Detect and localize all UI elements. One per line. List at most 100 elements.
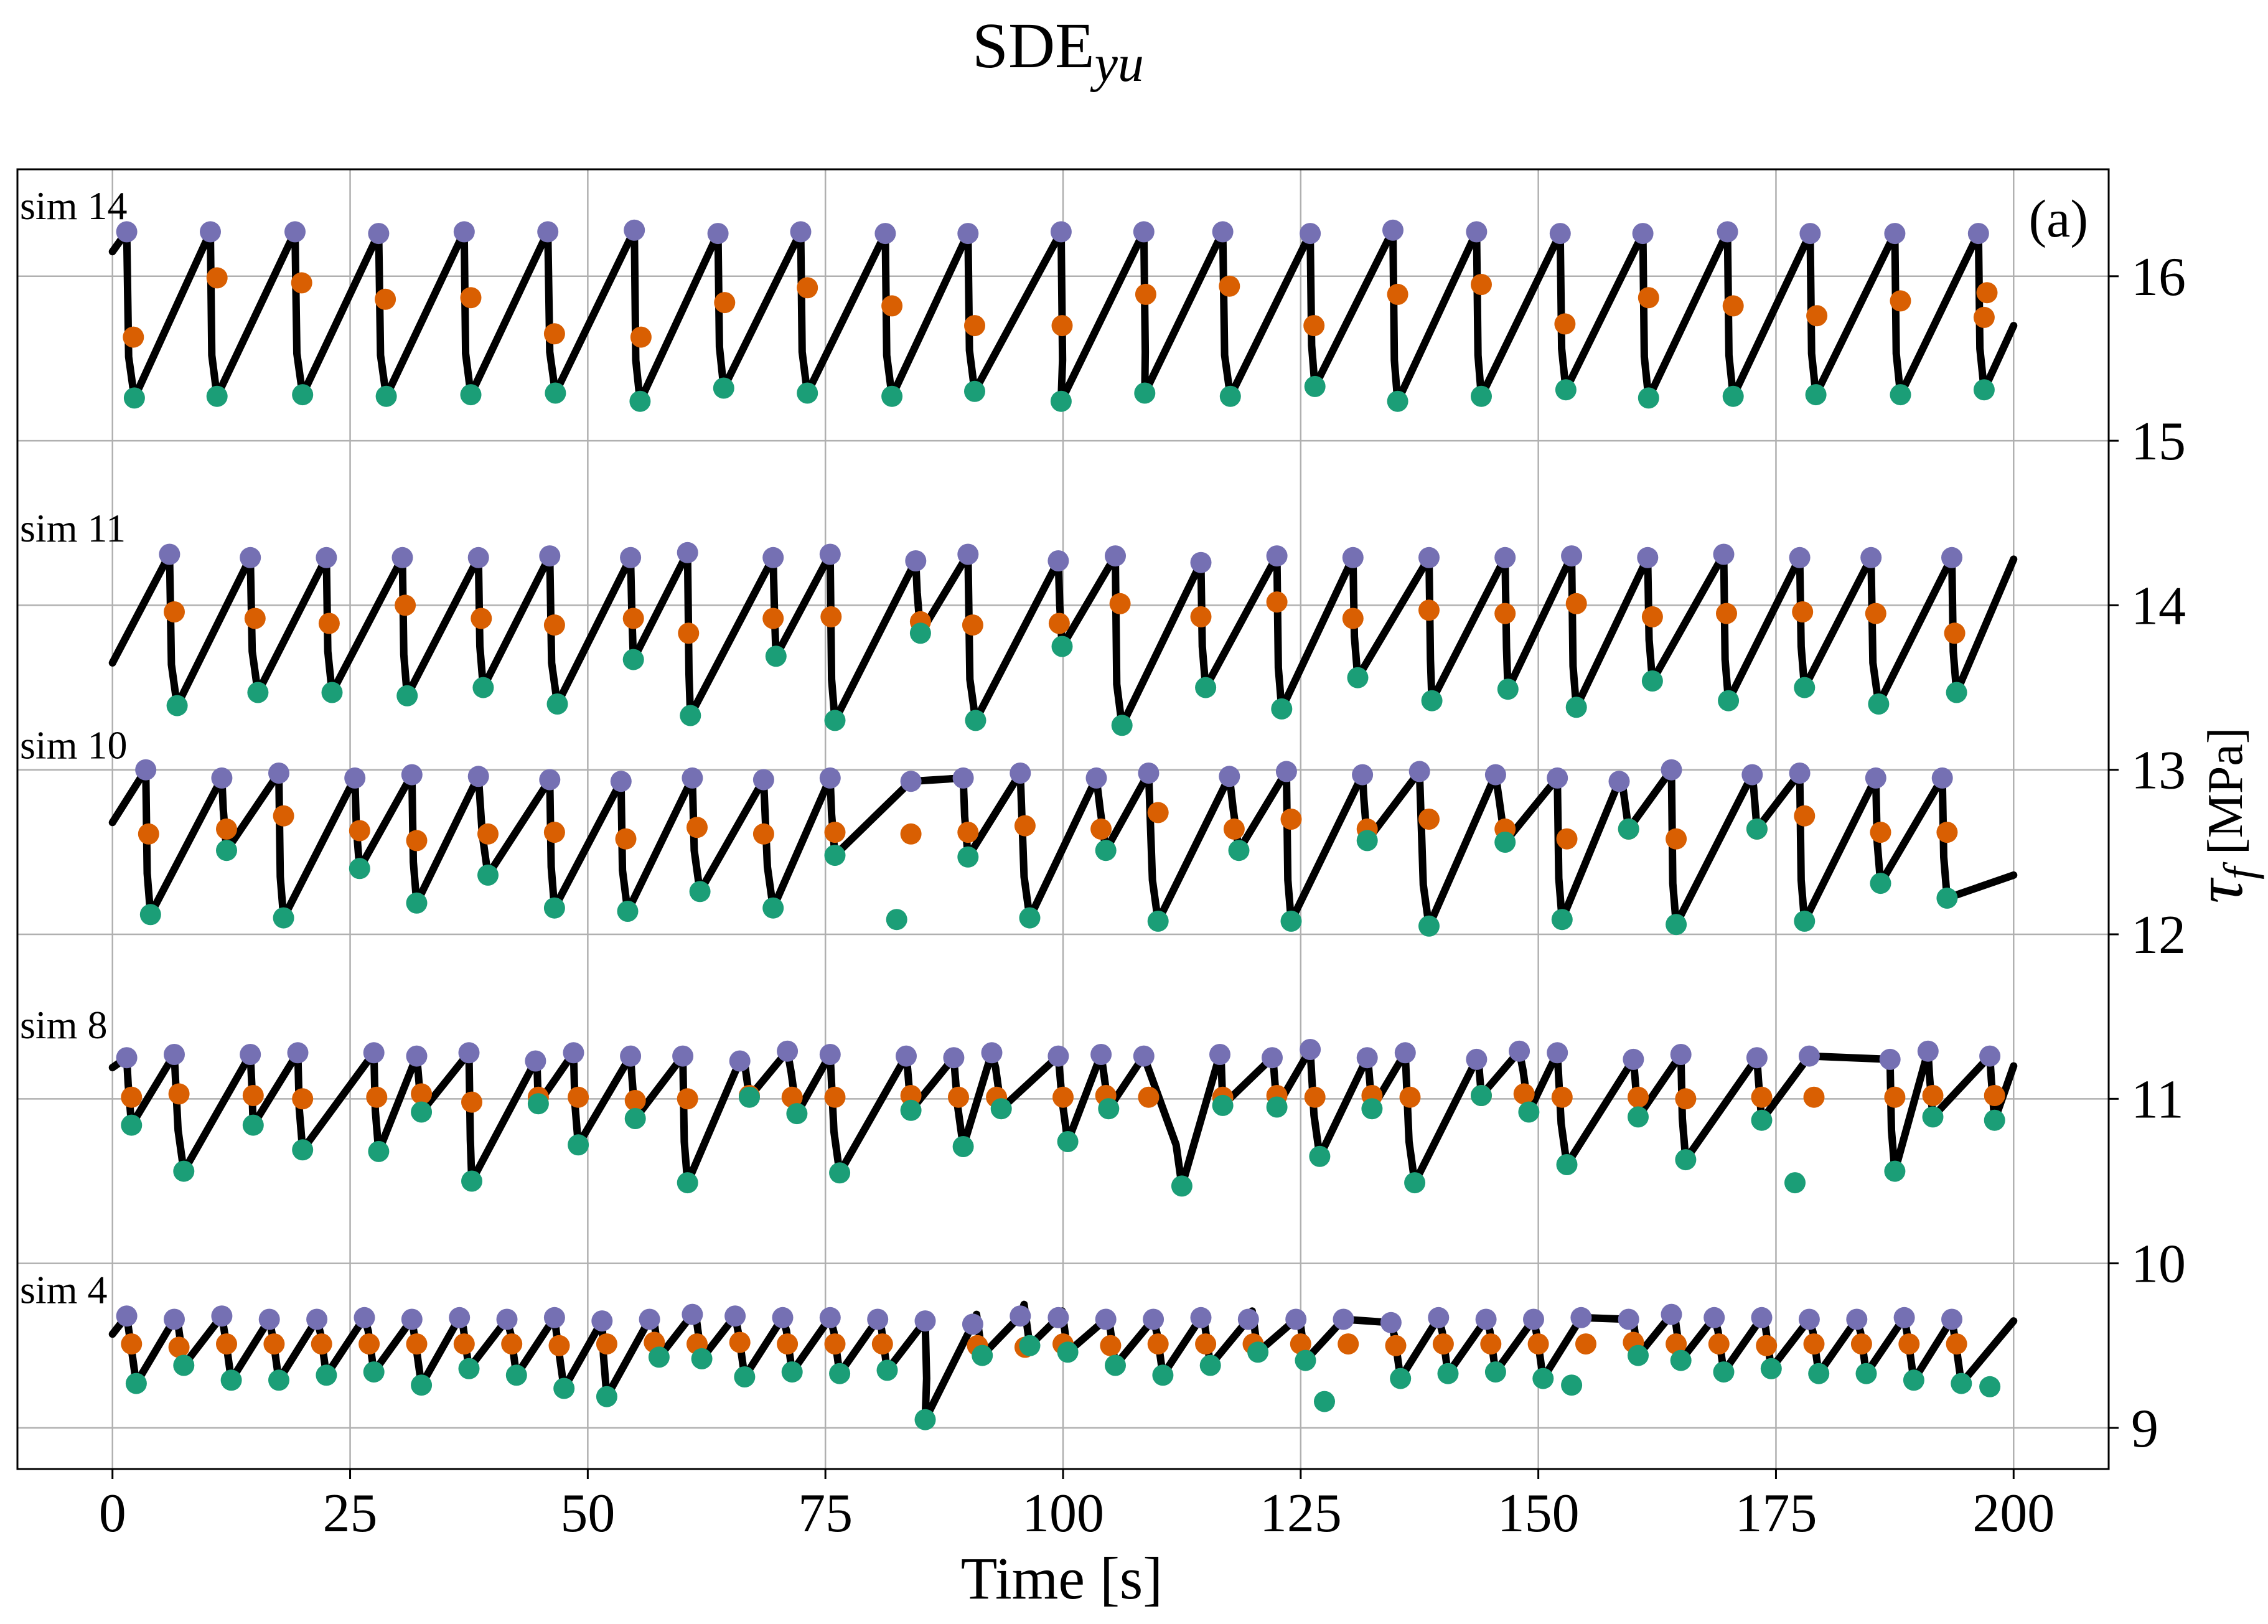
trough-marker [797, 382, 818, 404]
trough-marker [1666, 914, 1687, 936]
trough-marker [765, 645, 787, 667]
mid-marker [1494, 603, 1516, 624]
peak-marker [1799, 223, 1821, 245]
peak-marker [1085, 767, 1107, 789]
trough-marker [1309, 1145, 1331, 1167]
peak-marker [200, 221, 221, 243]
mid-marker [1922, 1085, 1944, 1106]
mid-marker [1751, 1086, 1773, 1108]
peak-marker [1717, 221, 1738, 243]
mid-marker [1135, 283, 1156, 305]
mid-marker [824, 822, 846, 843]
mid-marker [797, 277, 818, 299]
peak-marker [449, 1307, 471, 1328]
trough-marker [677, 1172, 698, 1194]
y-tick-label: 15 [2131, 411, 2186, 472]
trough-marker [166, 695, 188, 716]
trough-marker [1946, 682, 1967, 703]
trough-marker [173, 1160, 195, 1182]
x-tick-label: 125 [1260, 1483, 1342, 1544]
peak-marker [819, 1044, 841, 1065]
peak-marker [1262, 1047, 1283, 1069]
peak-marker [707, 223, 729, 245]
peak-marker [537, 221, 559, 243]
peak-marker [467, 547, 489, 568]
trough-marker [734, 1366, 756, 1387]
trough-marker [505, 1364, 527, 1386]
x-tick-label: 150 [1497, 1483, 1580, 1544]
trough-marker [1805, 384, 1827, 406]
mid-marker [291, 272, 312, 294]
peak-marker [772, 1307, 794, 1328]
trough-marker [909, 622, 931, 644]
trough-marker [990, 1098, 1012, 1120]
trough-marker [1387, 390, 1408, 412]
trough-marker [1247, 1341, 1269, 1363]
peak-marker [1219, 766, 1240, 787]
mid-marker [1303, 315, 1325, 337]
peak-marker [496, 1308, 518, 1330]
y-tick-label: 13 [2131, 741, 2186, 801]
mid-marker [1865, 603, 1886, 624]
mid-marker [962, 614, 983, 636]
trough-marker [349, 858, 370, 880]
trough-marker [1304, 375, 1326, 397]
trough-marker [553, 1378, 575, 1399]
trough-marker [1890, 384, 1911, 406]
peak-marker [1428, 1307, 1450, 1328]
peak-marker [1798, 1045, 1820, 1067]
peak-marker [1632, 223, 1654, 245]
trough-marker [396, 685, 418, 706]
peak-marker [729, 1050, 751, 1072]
mid-marker [1280, 809, 1302, 830]
peak-marker [240, 1044, 261, 1065]
peak-marker [1266, 545, 1288, 567]
trough-marker [824, 710, 846, 731]
peak-marker [1475, 1308, 1497, 1330]
peak-marker [819, 767, 841, 789]
trough-marker [546, 693, 568, 715]
trough-marker [1266, 1096, 1288, 1118]
peak-marker [401, 764, 423, 786]
trough-marker [1212, 1094, 1234, 1116]
trough-marker [1494, 832, 1516, 853]
trough-marker [1979, 1376, 2001, 1397]
mid-marker [1890, 290, 1911, 312]
trough-marker [1794, 910, 1816, 932]
series-labels: sim 14 sim 11 sim 10 sim 8 sim 4 [20, 184, 127, 1312]
mid-marker [820, 606, 842, 627]
trough-marker [1870, 873, 1891, 894]
peak-marker [268, 763, 289, 784]
peak-marker [1394, 1042, 1416, 1064]
mid-marker [1936, 822, 1958, 843]
mid-marker [543, 822, 565, 843]
peak-marker [525, 1050, 546, 1072]
series-label: sim 8 [20, 1003, 107, 1047]
trough-marker [216, 840, 237, 861]
peak-marker [1138, 763, 1160, 784]
peak-marker [610, 771, 632, 792]
mid-marker [678, 622, 700, 644]
trough-marker [1171, 1175, 1193, 1197]
peak-marker [1300, 223, 1321, 245]
mid-marker [292, 1088, 314, 1110]
mid-marker [1976, 282, 1998, 304]
trough-marker [1111, 715, 1133, 736]
mid-marker [138, 823, 159, 845]
peak-marker [211, 767, 233, 789]
trough-marker [1199, 1354, 1221, 1376]
peak-marker [1941, 547, 1962, 568]
trough-marker [1746, 818, 1768, 840]
mid-marker [358, 1333, 380, 1355]
peak-marker [116, 1305, 138, 1327]
peak-marker [943, 1047, 965, 1069]
trough-marker [1098, 1098, 1120, 1120]
series-label: sim 10 [20, 723, 127, 767]
chart-title: SDEyu [972, 10, 1144, 93]
peak-marker [762, 547, 784, 568]
mid-marker [1014, 815, 1036, 837]
peak-marker [1090, 1044, 1112, 1065]
mid-marker [453, 1333, 475, 1355]
mid-marker [543, 323, 565, 345]
trough-marker [1922, 1106, 1944, 1128]
